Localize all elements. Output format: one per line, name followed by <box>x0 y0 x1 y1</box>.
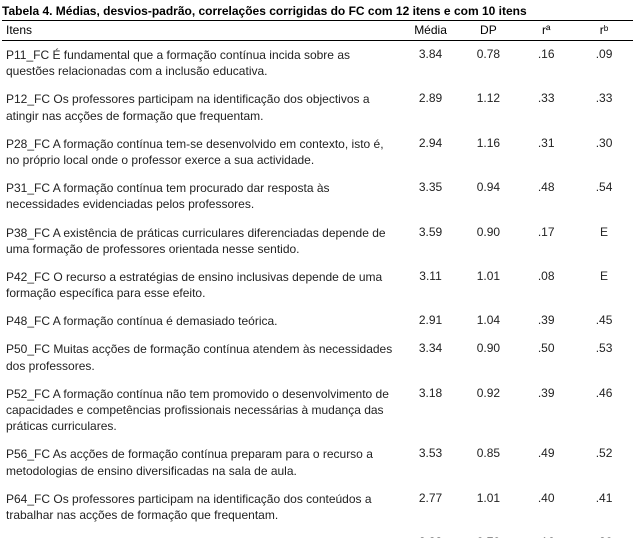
cell-dp: 0.90 <box>459 335 517 379</box>
cell-r1: .16 <box>517 41 575 86</box>
cell-media: 3.34 <box>402 335 460 379</box>
cell-r2: .54 <box>575 174 633 218</box>
cell-media: 3.35 <box>402 174 460 218</box>
cell-r2: E <box>575 263 633 307</box>
table-row: P64_FC Os professores participam na iden… <box>2 485 633 529</box>
cell-item: P12_FC Os professores participam na iden… <box>2 85 402 129</box>
table-row: P65_FC Embora grande parte da oferta for… <box>2 529 633 538</box>
cell-r2: E <box>575 219 633 263</box>
table-row: P12_FC Os professores participam na iden… <box>2 85 633 129</box>
cell-item: P42_FC O recurso a estratégias de ensino… <box>2 263 402 307</box>
cell-r1: .39 <box>517 380 575 441</box>
cell-dp: 1.16 <box>459 130 517 174</box>
cell-r1: .08 <box>517 263 575 307</box>
col-header-media: Média <box>402 21 460 41</box>
table-body: P11_FC É fundamental que a formação cont… <box>2 41 633 538</box>
col-header-item: Itens <box>2 21 402 41</box>
cell-r1: .50 <box>517 335 575 379</box>
cell-dp: 0.92 <box>459 380 517 441</box>
cell-media: 3.53 <box>402 440 460 484</box>
col-header-r1: rª <box>517 21 575 41</box>
table-row: P52_FC A formação contínua não tem promo… <box>2 380 633 441</box>
cell-dp: 1.01 <box>459 263 517 307</box>
cell-r2: .53 <box>575 335 633 379</box>
table-row: P56_FC As acções de formação contínua pr… <box>2 440 633 484</box>
table-title: Tabela 4. Médias, desvios-padrão, correl… <box>2 0 633 21</box>
cell-item: P56_FC As acções de formação contínua pr… <box>2 440 402 484</box>
cell-media: 3.59 <box>402 219 460 263</box>
cell-media: 2.77 <box>402 485 460 529</box>
cell-media: 3.84 <box>402 41 460 86</box>
cell-dp: 0.94 <box>459 174 517 218</box>
table-row: P38_FC A existência de práticas curricul… <box>2 219 633 263</box>
table-row: P28_FC A formação contínua tem-se desenv… <box>2 130 633 174</box>
cell-item: P50_FC Muitas acções de formação contínu… <box>2 335 402 379</box>
cell-r1: .40 <box>517 485 575 529</box>
cell-item: P48_FC A formação contínua é demasiado t… <box>2 307 402 335</box>
cell-r1: .17 <box>517 219 575 263</box>
cell-r2: .30 <box>575 130 633 174</box>
cell-dp: 0.78 <box>459 41 517 86</box>
table-row: P48_FC A formação contínua é demasiado t… <box>2 307 633 335</box>
cell-r2: .33 <box>575 85 633 129</box>
cell-item: P11_FC É fundamental que a formação cont… <box>2 41 402 86</box>
table-row: P11_FC É fundamental que a formação cont… <box>2 41 633 86</box>
table-row: P31_FC A formação contínua tem procurado… <box>2 174 633 218</box>
cell-media: 2.94 <box>402 130 460 174</box>
cell-dp: 0.85 <box>459 440 517 484</box>
cell-r2: .45 <box>575 307 633 335</box>
cell-dp: 0.90 <box>459 219 517 263</box>
cell-media: 2.91 <box>402 307 460 335</box>
cell-r1: .16 <box>517 529 575 538</box>
cell-r2: .46 <box>575 380 633 441</box>
cell-dp: 1.01 <box>459 485 517 529</box>
cell-item: P64_FC Os professores participam na iden… <box>2 485 402 529</box>
cell-item: P52_FC A formação contínua não tem promo… <box>2 380 402 441</box>
cell-media: 2.89 <box>402 85 460 129</box>
cell-media: 2.33 <box>402 529 460 538</box>
cell-r1: .39 <box>517 307 575 335</box>
cell-item: P31_FC A formação contínua tem procurado… <box>2 174 402 218</box>
cell-item: P65_FC Embora grande parte da oferta for… <box>2 529 402 538</box>
cell-r2: .52 <box>575 440 633 484</box>
cell-r2: .20 <box>575 529 633 538</box>
cell-dp: 1.04 <box>459 307 517 335</box>
cell-r2: .09 <box>575 41 633 86</box>
table-header-row: Itens Média DP rª rᵇ <box>2 21 633 41</box>
cell-r2: .41 <box>575 485 633 529</box>
table-row: P42_FC O recurso a estratégias de ensino… <box>2 263 633 307</box>
cell-item: P38_FC A existência de práticas curricul… <box>2 219 402 263</box>
cell-dp: 0.70 <box>459 529 517 538</box>
table-row: P50_FC Muitas acções de formação contínu… <box>2 335 633 379</box>
cell-dp: 1.12 <box>459 85 517 129</box>
stats-table: Itens Média DP rª rᵇ P11_FC É fundamenta… <box>2 21 633 538</box>
cell-r1: .48 <box>517 174 575 218</box>
col-header-r2: rᵇ <box>575 21 633 41</box>
cell-media: 3.11 <box>402 263 460 307</box>
cell-r1: .33 <box>517 85 575 129</box>
cell-item: P28_FC A formação contínua tem-se desenv… <box>2 130 402 174</box>
cell-r1: .49 <box>517 440 575 484</box>
cell-r1: .31 <box>517 130 575 174</box>
col-header-dp: DP <box>459 21 517 41</box>
cell-media: 3.18 <box>402 380 460 441</box>
